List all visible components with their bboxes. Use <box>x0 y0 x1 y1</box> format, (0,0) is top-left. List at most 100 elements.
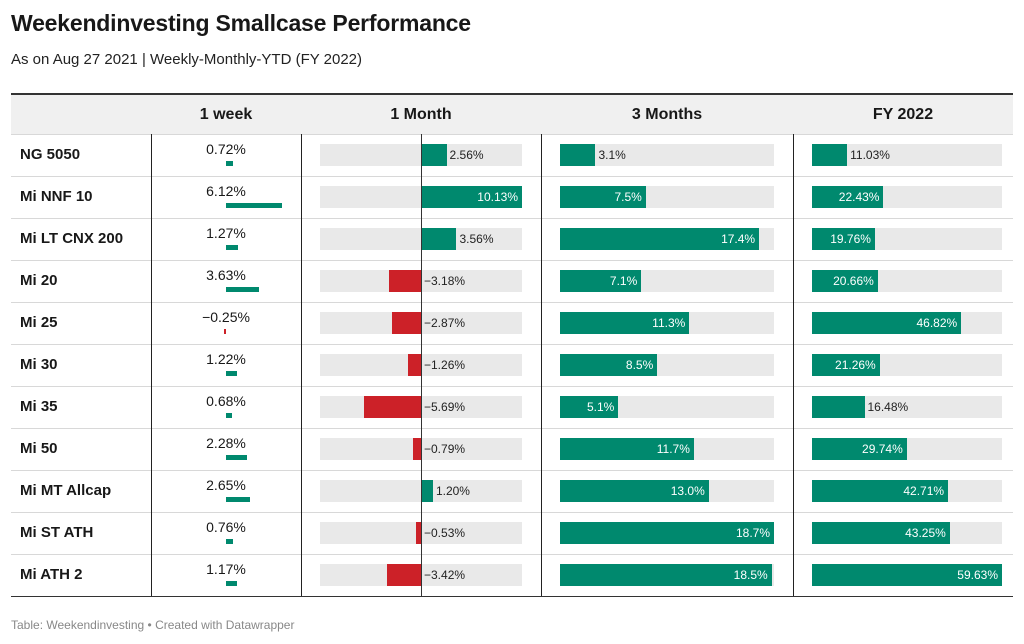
month-value-label: −0.53% <box>424 526 466 540</box>
week-bar <box>226 497 251 502</box>
row-label: Mi LT CNX 200 <box>20 230 124 247</box>
column-header-1-month: 1 Month <box>390 106 452 123</box>
months3-track <box>560 144 774 166</box>
fy-value-label: 22.43% <box>838 190 880 204</box>
month-bar <box>408 354 421 376</box>
month-zero-axis <box>421 134 422 596</box>
row-label: Mi MT Allcap <box>20 482 112 499</box>
week-value-label: 1.22% <box>206 351 246 367</box>
fy-bar <box>812 396 865 418</box>
table-bottom-border <box>11 596 1013 597</box>
column-header-3-months: 3 Months <box>631 106 703 123</box>
row-label: Mi NNF 10 <box>20 188 93 205</box>
week-bar <box>226 581 237 586</box>
fy-bar <box>812 312 962 334</box>
week-value-label: −0.25% <box>202 309 250 325</box>
months3-value-label: 17.4% <box>721 232 756 246</box>
fy-bar <box>812 564 1002 586</box>
month-bar <box>421 186 522 208</box>
months3-bar <box>560 396 619 418</box>
column-header-1-week: 1 week <box>199 106 253 123</box>
months3-value-label: 5.1% <box>587 400 615 414</box>
months3-value-label: 3.1% <box>598 148 626 162</box>
week-value-label: 0.72% <box>206 141 246 157</box>
months3-value-label: 8.5% <box>625 358 654 372</box>
row-divider <box>11 512 1013 513</box>
chart-title: Weekendinvesting Smallcase Performance <box>11 10 471 36</box>
month-value-label: −3.18% <box>424 274 466 288</box>
months3-bar <box>560 186 646 208</box>
week-value-label: 0.76% <box>206 519 246 535</box>
fy-value-label: 42.71% <box>903 484 945 498</box>
row-label: NG 5050 <box>20 146 81 163</box>
month-bar <box>421 144 447 166</box>
row-label: Mi 50 <box>20 440 58 457</box>
months3-bar <box>560 564 772 586</box>
month-value-label: 3.56% <box>459 232 494 246</box>
month-value-label: 1.20% <box>435 484 470 498</box>
row-divider <box>11 554 1013 555</box>
fy-value-label: 21.26% <box>835 358 876 372</box>
week-bar <box>226 413 233 418</box>
column-divider <box>301 134 302 596</box>
months3-value-label: 11.3% <box>652 316 686 330</box>
months3-value-label: 18.5% <box>733 568 768 582</box>
week-bar <box>226 287 260 292</box>
month-bar <box>392 312 421 334</box>
week-value-label: 6.12% <box>206 183 246 199</box>
months3-bar <box>560 144 596 166</box>
months3-bar <box>560 522 774 544</box>
months3-value-label: 13.0% <box>670 484 705 498</box>
performance-table: 1 week 1 Month 3 Months FY 2022 NG 5050 0… <box>11 93 1013 597</box>
fy-value-label: 43.25% <box>905 526 946 540</box>
row-divider <box>11 470 1013 471</box>
row-divider <box>11 218 1013 219</box>
month-bar <box>421 480 433 502</box>
fy-value-label: 59.63% <box>957 568 998 582</box>
fy-bar <box>812 438 907 460</box>
month-bar <box>415 522 421 544</box>
fy-bar <box>812 354 880 376</box>
months3-bar <box>560 438 694 460</box>
month-bar <box>413 438 421 460</box>
fy-bar <box>812 480 949 502</box>
fy-bar <box>812 522 950 544</box>
months3-bar <box>560 312 690 334</box>
months3-value-label: 7.5% <box>614 190 642 204</box>
fy-track <box>812 144 1002 166</box>
months3-bar <box>560 270 642 292</box>
column-divider <box>541 134 542 596</box>
fy-bar <box>812 270 878 292</box>
month-value-label: −2.87% <box>424 316 466 330</box>
row-divider <box>11 428 1013 429</box>
column-divider <box>151 134 152 596</box>
fy-bar <box>812 144 848 166</box>
week-value-label: 1.27% <box>206 225 246 241</box>
month-value-label: −5.69% <box>424 400 466 414</box>
row-divider <box>11 302 1013 303</box>
week-value-label: 1.17% <box>206 561 246 577</box>
fy-value-label: 29.74% <box>862 442 903 456</box>
week-bar <box>226 161 233 166</box>
row-label: Mi ATH 2 <box>20 566 83 583</box>
fy-bar <box>812 186 884 208</box>
row-label: Mi 35 <box>20 398 58 415</box>
months3-bar <box>560 480 709 502</box>
table-top-border <box>11 93 1013 95</box>
row-label: Mi 30 <box>20 356 58 373</box>
month-value-label: −0.79% <box>424 442 466 456</box>
week-bar <box>226 245 238 250</box>
row-divider <box>11 386 1013 387</box>
row-divider <box>11 260 1013 261</box>
week-bar <box>224 329 226 334</box>
row-label: Mi 25 <box>20 314 58 331</box>
month-value-label: −1.26% <box>424 358 466 372</box>
fy-value-label: 20.66% <box>833 274 874 288</box>
week-bar <box>226 203 282 208</box>
month-bar <box>421 228 457 250</box>
row-divider <box>11 134 1013 135</box>
week-bar <box>226 455 247 460</box>
row-label: Mi ST ATH <box>20 524 94 541</box>
month-bar <box>389 270 421 292</box>
months3-value-label: 7.1% <box>609 274 638 288</box>
